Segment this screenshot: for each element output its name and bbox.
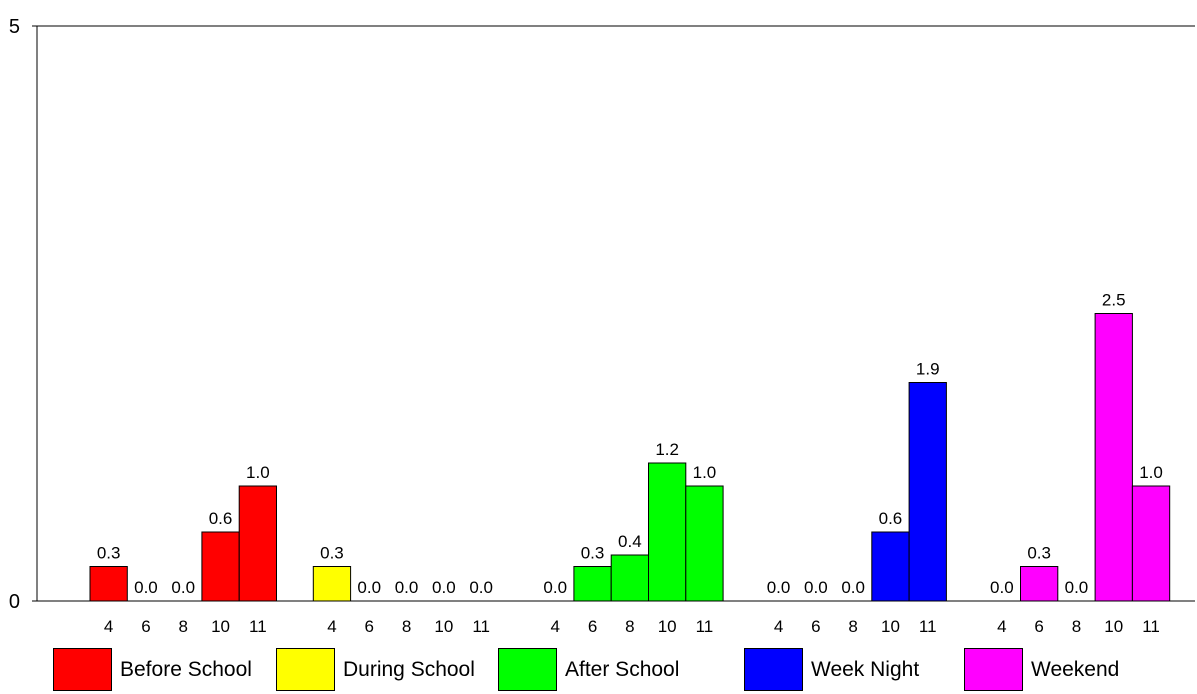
data-label: 0.6 — [879, 509, 903, 528]
data-label: 2.5 — [1102, 291, 1126, 310]
x-tick-label: 4 — [551, 617, 560, 636]
x-tick-label: 4 — [104, 617, 113, 636]
bar — [201, 531, 240, 602]
data-label: 0.0 — [357, 578, 381, 597]
data-label: 0.3 — [1027, 544, 1051, 563]
x-tick-label: 4 — [997, 617, 1006, 636]
chart-legend: Before School During School After School… — [0, 647, 1197, 692]
x-tick-label: 6 — [1034, 617, 1043, 636]
x-tick-label: 4 — [774, 617, 783, 636]
legend-swatch — [744, 648, 803, 691]
x-tick-label: 11 — [1142, 617, 1160, 636]
chart-x-tick-labels: 4 6 8 10 11 4 6 8 10 11 4 6 8 10 11 4 6 8 10 11 4 6 8 10 11 — [104, 617, 1160, 636]
x-tick-label: 10 — [1104, 617, 1123, 636]
bar — [1020, 566, 1059, 602]
data-label: 0.0 — [432, 578, 456, 597]
x-tick-label: 8 — [848, 617, 857, 636]
x-tick-label: 11 — [249, 617, 267, 636]
bar — [573, 566, 612, 602]
data-label: 0.0 — [1065, 578, 1089, 597]
x-tick-label: 6 — [141, 617, 150, 636]
x-tick-label: 4 — [327, 617, 336, 636]
data-label: 0.0 — [767, 578, 791, 597]
x-tick-label: 8 — [402, 617, 411, 636]
data-label: 0.0 — [469, 578, 493, 597]
legend-item-after-school: After School — [498, 647, 679, 692]
legend-swatch — [964, 648, 1023, 691]
data-label: 0.0 — [841, 578, 865, 597]
legend-label: After School — [565, 657, 680, 681]
data-label: 1.9 — [916, 360, 940, 379]
chart-axes: 05 — [9, 16, 1195, 613]
data-label: 0.0 — [804, 578, 828, 597]
data-label: 0.0 — [543, 578, 567, 597]
data-label: 0.3 — [320, 544, 344, 563]
x-tick-label: 6 — [365, 617, 374, 636]
x-tick-label: 10 — [211, 617, 230, 636]
data-label: 0.0 — [134, 578, 158, 597]
legend-swatch — [498, 648, 557, 691]
y-tick-label: 5 — [9, 16, 20, 38]
legend-label: Before School — [120, 657, 252, 681]
legend-label: Week Night — [811, 657, 920, 681]
bar — [908, 382, 947, 602]
legend-item-week-night: Week Night — [744, 647, 919, 692]
data-label: 1.0 — [1139, 463, 1163, 482]
y-tick-label: 0 — [9, 591, 20, 613]
data-label: 0.3 — [581, 544, 605, 563]
data-label: 0.4 — [618, 532, 642, 551]
data-label: 0.3 — [97, 544, 121, 563]
legend-label: Weekend — [1031, 657, 1120, 681]
bar — [1094, 313, 1133, 602]
data-label: 0.0 — [171, 578, 195, 597]
bar-chart: 05 0.30.0 0.00.61.00.30.0 0.0 0.0 0.0 0.00.30… — [9, 16, 1195, 636]
x-tick-label: 10 — [434, 617, 453, 636]
legend-item-before-school: Before School — [53, 647, 252, 692]
bar — [238, 485, 277, 602]
legend-swatch — [53, 648, 112, 691]
bar — [871, 531, 910, 602]
x-tick-label: 6 — [588, 617, 597, 636]
legend-item-weekend: Weekend — [964, 647, 1119, 692]
legend-item-during-school: During School — [276, 647, 475, 692]
bar — [648, 462, 687, 602]
x-tick-label: 6 — [811, 617, 820, 636]
chart-data-labels: 0.3 0.0 0.0 0.6 1.0 0.3 0.0 0.0 0.0 0.0 0.0 0.3 0.4 1… — [97, 291, 1163, 598]
data-label: 0.0 — [395, 578, 419, 597]
bar — [610, 554, 650, 602]
data-label: 1.0 — [246, 463, 270, 482]
x-tick-label: 11 — [472, 617, 490, 636]
x-tick-label: 8 — [1072, 617, 1081, 636]
data-label: 1.2 — [655, 440, 679, 459]
bar — [89, 566, 128, 602]
x-tick-label: 10 — [881, 617, 900, 636]
x-tick-label: 8 — [625, 617, 634, 636]
legend-label: During School — [343, 657, 475, 681]
data-label: 0.6 — [209, 509, 233, 528]
x-tick-label: 10 — [658, 617, 677, 636]
x-tick-label: 8 — [179, 617, 188, 636]
bar — [312, 566, 352, 602]
x-tick-label: 11 — [919, 617, 937, 636]
chart-bars — [89, 313, 1171, 602]
data-label: 0.0 — [990, 578, 1014, 597]
x-tick-label: 11 — [696, 617, 714, 636]
bar — [1131, 485, 1171, 602]
data-label: 1.0 — [693, 463, 717, 482]
legend-swatch — [276, 648, 335, 691]
bar — [685, 485, 724, 602]
